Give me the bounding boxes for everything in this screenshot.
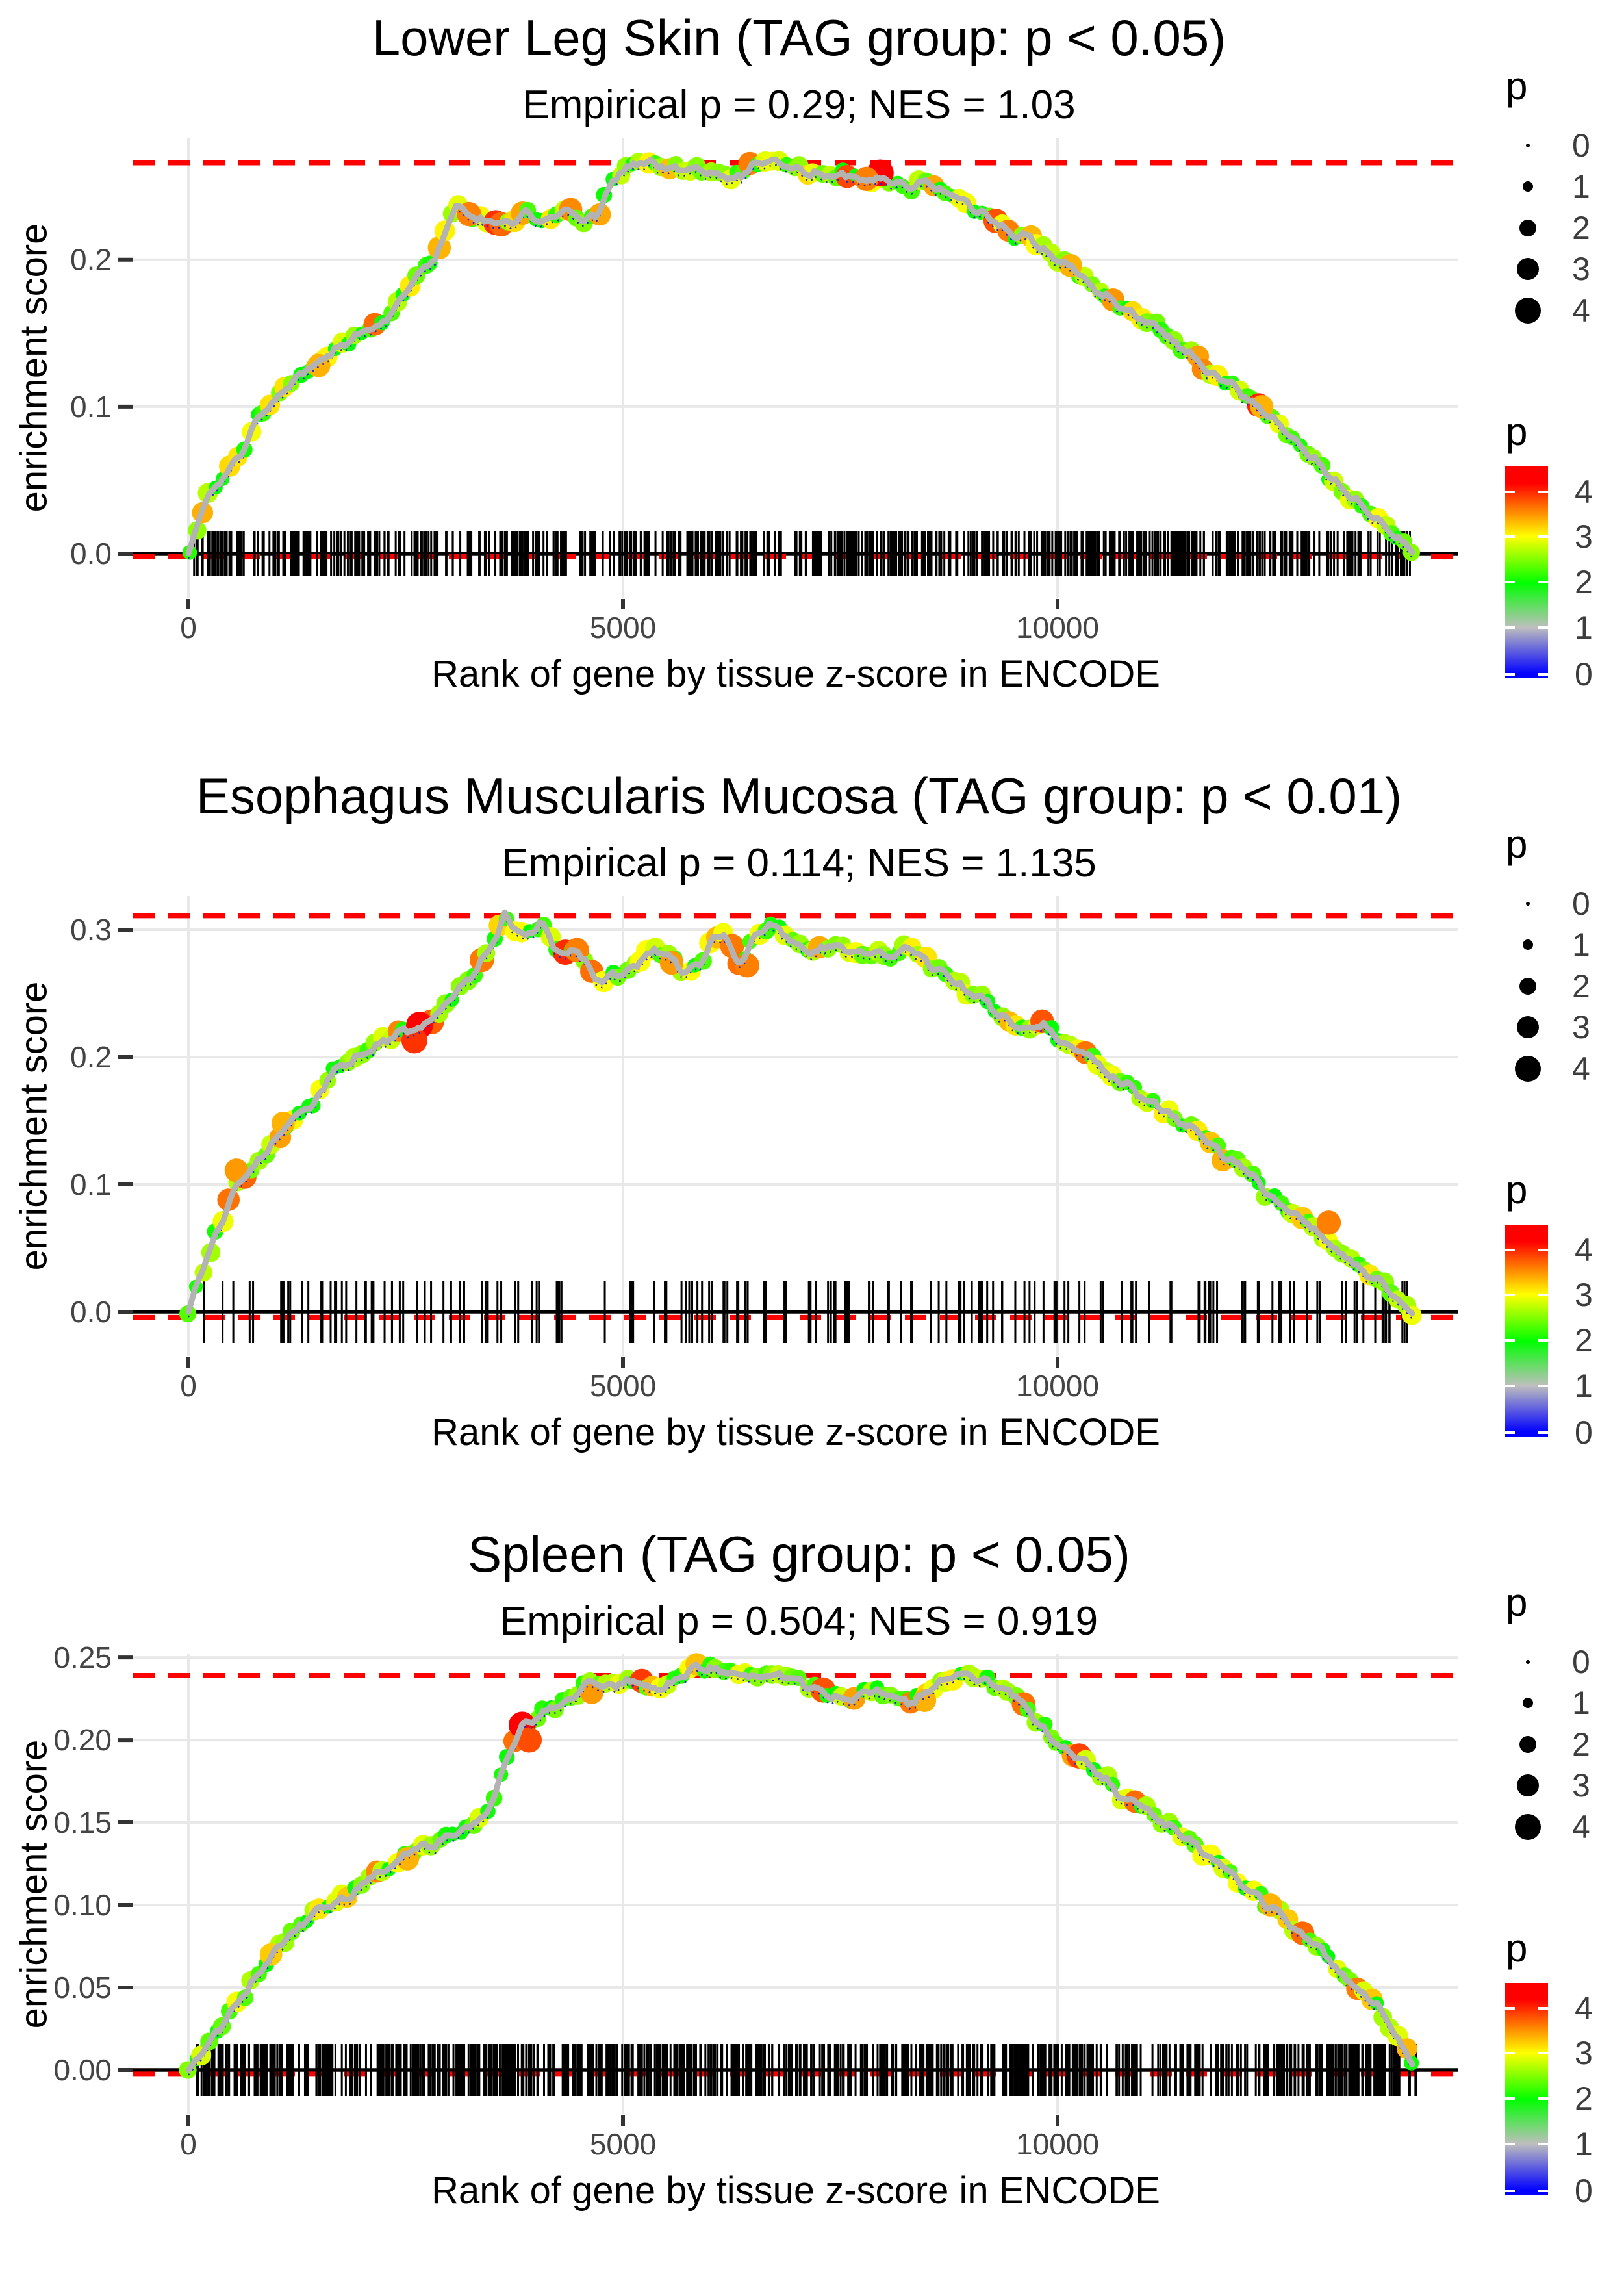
enrichment-curve-plot: 0 5000 10000 0.0 0.1 0.2 [70, 138, 1458, 645]
gsea-panel-esophagus-muscularis-mucosa: Esophagus Muscularis Mucosa (TAG group: … [0, 758, 1624, 1516]
plot-title: Esophagus Muscularis Mucosa (TAG group: … [196, 767, 1402, 824]
plot-subtitle: Empirical p = 0.29; NES = 1.03 [522, 83, 1076, 127]
svg-text:10000: 10000 [1016, 2127, 1099, 2161]
svg-text:10000: 10000 [1016, 1369, 1099, 1403]
svg-text:0.10: 0.10 [53, 1888, 112, 1922]
x-axis-title: Rank of gene by tissue z-score in ENCODE [431, 2169, 1160, 2212]
plot-title: Spleen (TAG group: p < 0.05) [468, 1526, 1130, 1583]
svg-text:0.0: 0.0 [70, 537, 112, 570]
plot-subtitle: Empirical p = 0.114; NES = 1.135 [501, 841, 1097, 886]
svg-text:0.00: 0.00 [53, 2053, 112, 2087]
svg-text:0.15: 0.15 [53, 1806, 112, 1839]
enrichment-curve-plot: 0 5000 10000 0.0 0.1 0.2 0.3 [70, 896, 1458, 1403]
enrichment-curve-plot: 0 5000 10000 0.00 0.05 0.10 0.15 0.20 0.25 [53, 1641, 1458, 2161]
svg-text:0.1: 0.1 [70, 390, 112, 424]
svg-text:0.2: 0.2 [70, 1040, 112, 1074]
svg-text:0.25: 0.25 [53, 1641, 112, 1674]
plot-subtitle: Empirical p = 0.504; NES = 0.919 [500, 1599, 1098, 1644]
svg-text:10000: 10000 [1016, 611, 1099, 645]
svg-text:5000: 5000 [590, 2127, 656, 2161]
svg-text:0.20: 0.20 [53, 1723, 112, 1757]
svg-text:0.05: 0.05 [53, 1971, 112, 2004]
svg-text:0: 0 [180, 2127, 197, 2161]
svg-text:0: 0 [180, 611, 197, 645]
gsea-panel-lower-leg-skin: Lower Leg Skin (TAG group: p < 0.05) Emp… [0, 0, 1624, 758]
svg-text:5000: 5000 [590, 611, 656, 645]
x-axis-title: Rank of gene by tissue z-score in ENCODE [431, 1411, 1160, 1453]
svg-text:0.1: 0.1 [70, 1168, 112, 1201]
svg-text:0.2: 0.2 [70, 243, 112, 277]
svg-text:0.3: 0.3 [70, 913, 112, 947]
gsea-panel-spleen: Spleen (TAG group: p < 0.05) Empirical p… [0, 1516, 1624, 2274]
svg-text:0.0: 0.0 [70, 1295, 112, 1329]
svg-text:5000: 5000 [590, 1369, 656, 1403]
x-axis-title: Rank of gene by tissue z-score in ENCODE [431, 653, 1160, 695]
svg-text:0: 0 [180, 1369, 197, 1403]
plot-title: Lower Leg Skin (TAG group: p < 0.05) [372, 9, 1226, 66]
